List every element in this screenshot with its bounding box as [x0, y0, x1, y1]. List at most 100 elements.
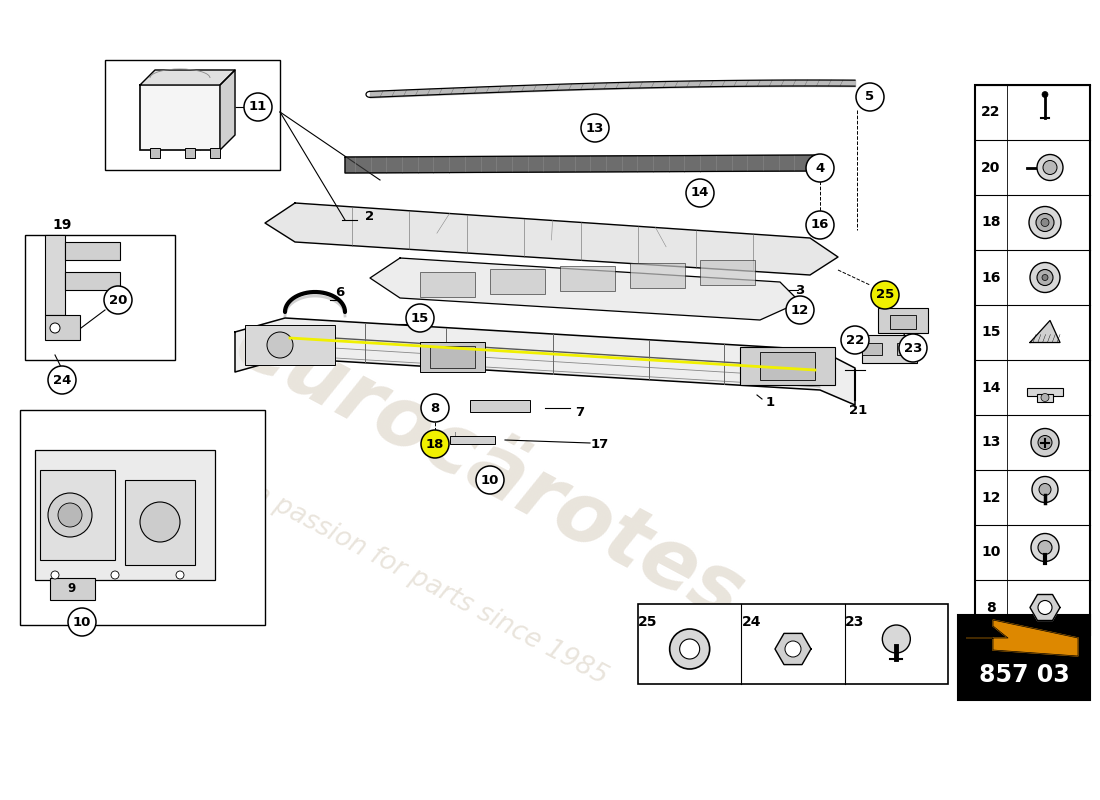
Bar [125, 480, 195, 565]
Bar [185, 148, 195, 158]
Bar [1027, 387, 1063, 395]
Bar [878, 308, 928, 333]
Circle shape [476, 466, 504, 494]
Text: 24: 24 [53, 374, 72, 386]
Bar [862, 343, 882, 355]
Bar [862, 335, 917, 363]
Circle shape [1040, 483, 1050, 495]
Circle shape [806, 154, 834, 182]
Circle shape [1031, 429, 1059, 457]
Circle shape [871, 281, 899, 309]
Polygon shape [265, 203, 838, 275]
Polygon shape [220, 70, 235, 150]
Circle shape [1038, 435, 1052, 450]
Bar [975, 85, 1090, 635]
Circle shape [680, 639, 700, 659]
Bar [700, 260, 755, 285]
Text: 18: 18 [981, 215, 1001, 230]
Text: 25: 25 [876, 289, 894, 302]
Text: 5: 5 [866, 90, 874, 103]
Circle shape [1037, 270, 1053, 286]
Circle shape [1038, 601, 1052, 614]
Circle shape [842, 326, 869, 354]
Text: 23: 23 [904, 342, 922, 354]
Text: 10: 10 [73, 615, 91, 629]
Circle shape [785, 641, 801, 657]
Circle shape [1041, 218, 1049, 226]
Bar [1037, 394, 1053, 402]
Circle shape [1030, 262, 1060, 293]
Bar [104, 60, 280, 170]
Polygon shape [966, 620, 1078, 656]
Text: 23: 23 [845, 615, 865, 629]
Text: eurocärotes: eurocärotes [222, 302, 758, 638]
Bar [45, 315, 80, 340]
Bar [65, 272, 120, 290]
Circle shape [140, 502, 180, 542]
Bar [150, 148, 160, 158]
Text: 15: 15 [981, 326, 1001, 339]
Text: 8: 8 [430, 402, 440, 414]
Text: 11: 11 [249, 101, 267, 114]
Text: 857 03: 857 03 [979, 663, 1069, 687]
Text: 16: 16 [981, 270, 1001, 285]
Circle shape [1042, 91, 1048, 98]
Polygon shape [1030, 594, 1060, 621]
Text: 20: 20 [981, 161, 1001, 174]
Circle shape [1037, 154, 1063, 181]
Text: 8: 8 [986, 601, 996, 614]
Circle shape [48, 493, 92, 537]
Circle shape [1036, 214, 1054, 231]
Circle shape [50, 323, 60, 333]
Circle shape [176, 571, 184, 579]
Text: 17: 17 [591, 438, 609, 451]
Bar [890, 315, 916, 329]
Circle shape [58, 503, 82, 527]
Circle shape [244, 93, 272, 121]
Circle shape [1031, 534, 1059, 562]
Circle shape [1032, 477, 1058, 502]
Circle shape [1042, 274, 1048, 281]
Text: 16: 16 [811, 218, 829, 231]
Text: 14: 14 [691, 186, 710, 199]
Text: a passion for parts since 1985: a passion for parts since 1985 [248, 480, 612, 690]
Text: 13: 13 [586, 122, 604, 134]
Circle shape [104, 286, 132, 314]
FancyBboxPatch shape [140, 85, 220, 150]
Text: 18: 18 [426, 438, 444, 450]
Polygon shape [140, 70, 235, 85]
Text: 6: 6 [336, 286, 344, 298]
Bar [630, 263, 685, 288]
Circle shape [111, 571, 119, 579]
Bar [45, 235, 65, 315]
Circle shape [48, 366, 76, 394]
Bar [35, 450, 214, 580]
Polygon shape [345, 155, 820, 173]
Text: 22: 22 [981, 106, 1001, 119]
Circle shape [882, 625, 911, 653]
Text: 2: 2 [365, 210, 375, 223]
Circle shape [786, 296, 814, 324]
Polygon shape [1030, 321, 1060, 342]
Circle shape [1043, 161, 1057, 174]
Circle shape [421, 394, 449, 422]
Polygon shape [776, 634, 811, 665]
Bar [245, 325, 336, 365]
Circle shape [581, 114, 609, 142]
Text: 12: 12 [791, 303, 810, 317]
Text: 3: 3 [795, 283, 804, 297]
Text: 15: 15 [411, 311, 429, 325]
Polygon shape [235, 318, 855, 405]
Bar [470, 400, 530, 412]
Text: 12: 12 [981, 490, 1001, 505]
Bar [65, 242, 120, 260]
Bar [50, 578, 95, 600]
Circle shape [68, 608, 96, 636]
Bar [430, 346, 475, 368]
Text: 1: 1 [766, 395, 774, 409]
Circle shape [51, 571, 59, 579]
Bar [40, 470, 116, 560]
Circle shape [686, 179, 714, 207]
Polygon shape [370, 258, 800, 320]
Circle shape [1028, 206, 1062, 238]
